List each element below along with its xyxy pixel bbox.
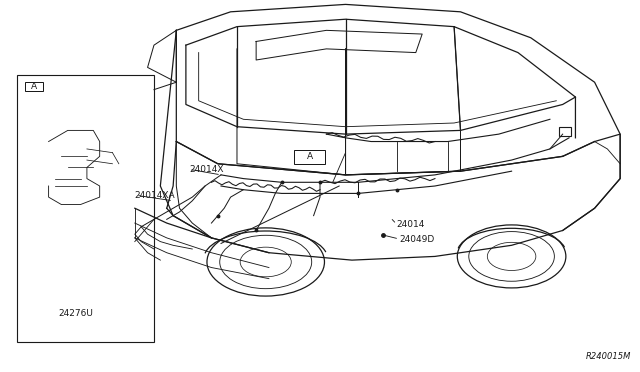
Text: A: A (307, 152, 313, 161)
Text: A: A (31, 82, 37, 92)
Text: 24014: 24014 (397, 221, 425, 230)
Bar (17, 75, 154, 341)
Bar (559, 127, 571, 136)
Bar (294, 150, 325, 164)
Text: 24014X: 24014X (189, 165, 223, 174)
Text: R240015M: R240015M (586, 352, 632, 361)
Text: 24276U: 24276U (59, 310, 93, 318)
Text: 24014XA: 24014XA (135, 191, 175, 200)
Text: 24049D: 24049D (400, 235, 435, 244)
Bar (25, 82, 43, 92)
